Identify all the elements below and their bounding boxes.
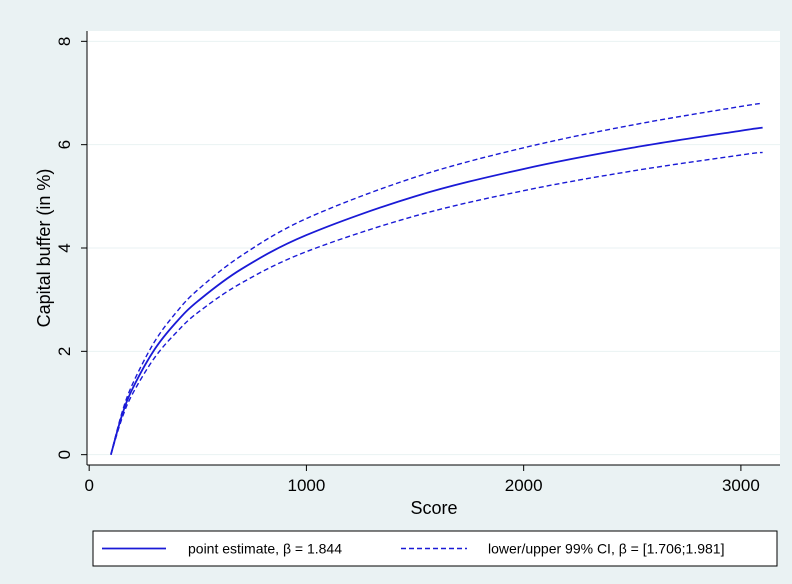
x-axis-title: Score (410, 498, 457, 518)
x-tick-label: 3000 (722, 476, 760, 495)
y-axis-ticks: 0 2 4 6 8 (55, 37, 87, 459)
legend-label-point-estimate: point estimate, β = 1.844 (188, 541, 342, 557)
y-tick-label: 6 (55, 140, 74, 149)
series-ci-upper (110, 102, 763, 455)
x-axis-ticks: 0 1000 2000 3000 (84, 465, 760, 495)
x-tick-label: 0 (84, 476, 93, 495)
y-axis-title: Capital buffer (in %) (34, 169, 54, 328)
y-tick-label: 0 (55, 450, 74, 459)
y-tick-label: 4 (55, 243, 74, 252)
x-tick-label: 1000 (287, 476, 325, 495)
gridlines (87, 40, 780, 456)
legend-label-ci: lower/upper 99% CI, β = [1.706;1.981] (488, 541, 724, 557)
y-tick-label: 8 (55, 37, 74, 46)
x-tick-label: 2000 (505, 476, 543, 495)
y-tick-label: 2 (55, 347, 74, 356)
series-lines (110, 102, 763, 455)
series-point-estimate (110, 126, 763, 455)
legend: point estimate, β = 1.844 lower/upper 99… (92, 530, 778, 567)
